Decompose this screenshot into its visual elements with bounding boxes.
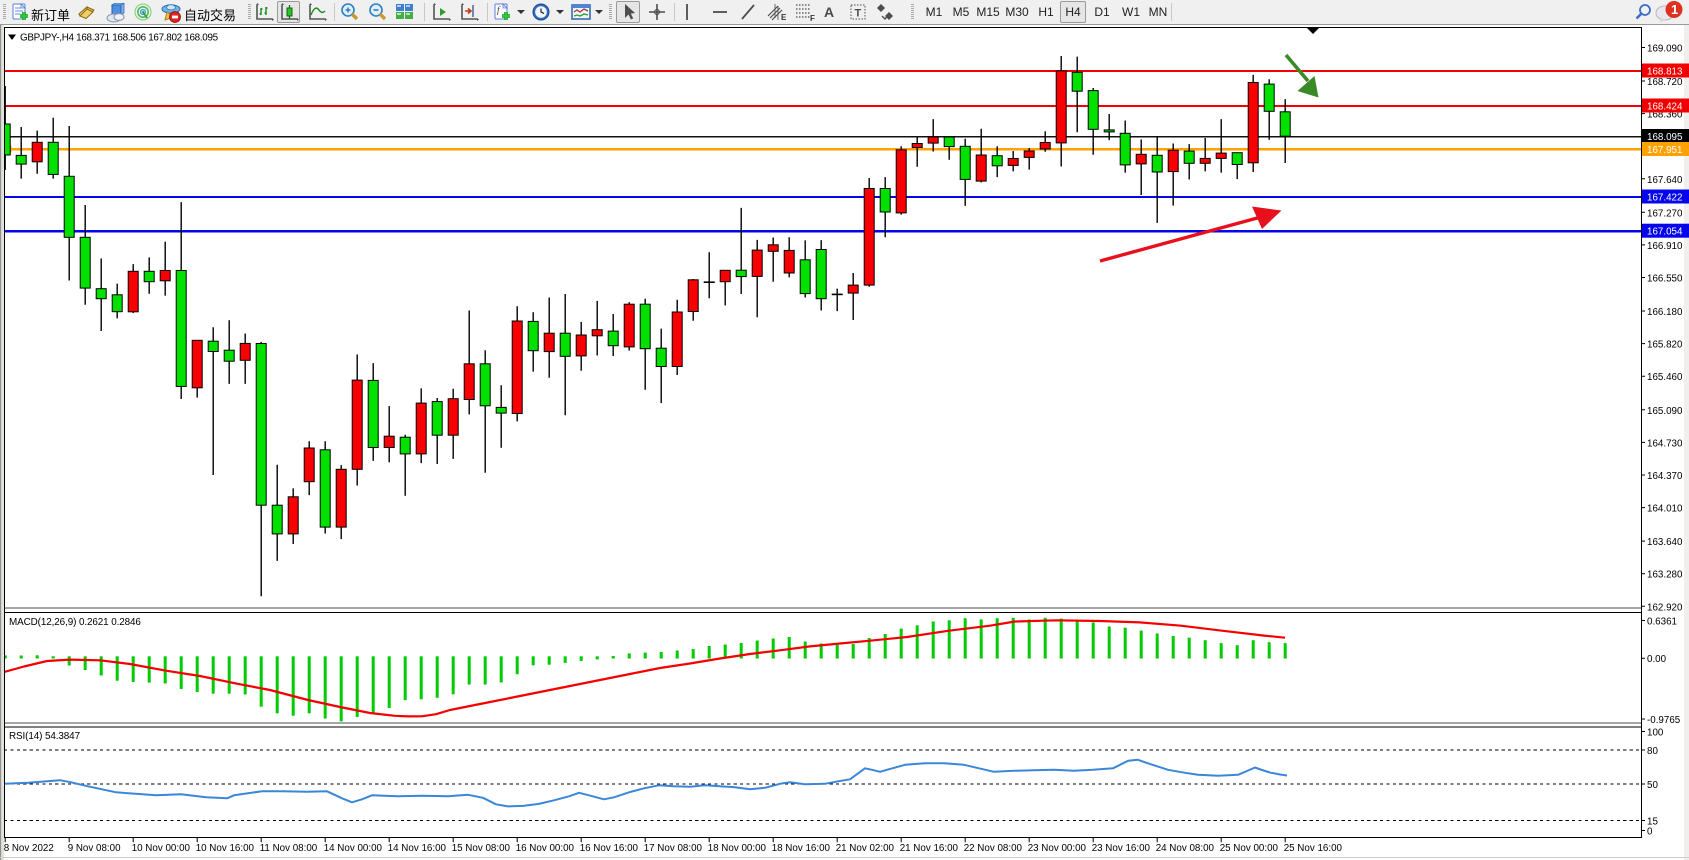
svg-text:80: 80 [1647, 746, 1658, 757]
svg-text:0.6361: 0.6361 [1647, 617, 1677, 628]
svg-text:10 Nov 00:00: 10 Nov 00:00 [132, 843, 191, 854]
svg-text:10 Nov 16:00: 10 Nov 16:00 [196, 843, 255, 854]
svg-text:168.813: 168.813 [1647, 67, 1683, 78]
svg-text:100: 100 [1647, 728, 1664, 739]
svg-text:165.090: 165.090 [1647, 406, 1683, 417]
svg-text:164.370: 164.370 [1647, 471, 1683, 482]
svg-text:24 Nov 08:00: 24 Nov 08:00 [1156, 843, 1215, 854]
svg-text:165.460: 165.460 [1647, 372, 1683, 383]
svg-text:163.640: 163.640 [1647, 537, 1683, 548]
svg-text:22 Nov 08:00: 22 Nov 08:00 [964, 843, 1023, 854]
svg-text:167.640: 167.640 [1647, 175, 1683, 186]
svg-text:f: f [497, 5, 501, 15]
svg-text:168.424: 168.424 [1647, 102, 1683, 113]
svg-text:167.270: 167.270 [1647, 208, 1683, 219]
svg-text:16 Nov 16:00: 16 Nov 16:00 [580, 843, 639, 854]
svg-text:11 Nov 08:00: 11 Nov 08:00 [260, 843, 318, 854]
svg-text:164.010: 164.010 [1647, 504, 1683, 515]
svg-text:167.951: 167.951 [1647, 145, 1682, 156]
svg-text:23 Nov 00:00: 23 Nov 00:00 [1028, 843, 1087, 854]
svg-text:15 Nov 08:00: 15 Nov 08:00 [452, 843, 511, 854]
svg-text:GBPJPY-,H4 168.371 168.506 16: GBPJPY-,H4 168.371 168.506 167.802 168.0… [20, 33, 219, 44]
svg-text:E: E [781, 13, 787, 22]
svg-text:-0.9765: -0.9765 [1647, 715, 1681, 726]
svg-text:18 Nov 16:00: 18 Nov 16:00 [772, 843, 831, 854]
svg-text:14 Nov 16:00: 14 Nov 16:00 [388, 843, 447, 854]
svg-text:18 Nov 00:00: 18 Nov 00:00 [708, 843, 767, 854]
svg-text:14 Nov 00:00: 14 Nov 00:00 [324, 843, 383, 854]
svg-text:0: 0 [1647, 827, 1653, 838]
svg-text:166.180: 166.180 [1647, 307, 1683, 318]
svg-text:F: F [810, 14, 815, 23]
svg-text:50: 50 [1647, 780, 1658, 791]
svg-text:168.360: 168.360 [1647, 110, 1683, 121]
svg-text:RSI(14) 54.3847: RSI(14) 54.3847 [9, 731, 80, 742]
svg-text:169.090: 169.090 [1647, 44, 1683, 55]
svg-text:168.095: 168.095 [1647, 132, 1683, 143]
svg-text:165.820: 165.820 [1647, 340, 1683, 351]
svg-text:167.054: 167.054 [1647, 227, 1683, 238]
svg-text:163.280: 163.280 [1647, 570, 1683, 581]
svg-text:21 Nov 16:00: 21 Nov 16:00 [900, 843, 959, 854]
svg-text:MACD(12,26,9) 0.2621 0.2846: MACD(12,26,9) 0.2621 0.2846 [9, 617, 141, 628]
svg-text:1: 1 [1671, 2, 1678, 17]
svg-text:164.730: 164.730 [1647, 438, 1683, 449]
svg-text:166.550: 166.550 [1647, 274, 1683, 285]
svg-text:167.422: 167.422 [1647, 193, 1682, 204]
svg-text:16 Nov 00:00: 16 Nov 00:00 [516, 843, 575, 854]
svg-text:25 Nov 16:00: 25 Nov 16:00 [1284, 843, 1343, 854]
svg-text:25 Nov 00:00: 25 Nov 00:00 [1220, 843, 1279, 854]
svg-text:T: T [855, 8, 862, 20]
svg-text:8 Nov 2022: 8 Nov 2022 [4, 843, 54, 854]
svg-text:168.720: 168.720 [1647, 77, 1683, 88]
svg-text:162.920: 162.920 [1647, 602, 1683, 613]
svg-text:166.910: 166.910 [1647, 241, 1683, 252]
svg-text:0.00: 0.00 [1647, 654, 1667, 665]
svg-text:17 Nov 08:00: 17 Nov 08:00 [644, 843, 703, 854]
svg-text:21 Nov 02:00: 21 Nov 02:00 [836, 843, 895, 854]
svg-text:9 Nov 08:00: 9 Nov 08:00 [68, 843, 121, 854]
svg-text:15: 15 [1647, 817, 1658, 828]
svg-text:23 Nov 16:00: 23 Nov 16:00 [1092, 843, 1151, 854]
